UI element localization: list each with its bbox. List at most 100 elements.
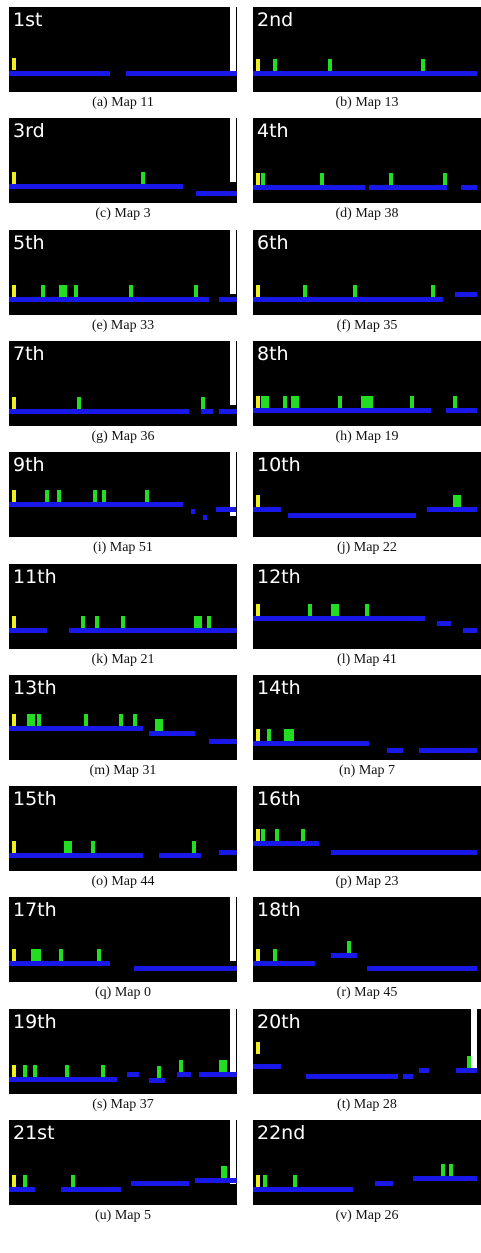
pipe — [194, 616, 202, 628]
rank-label: 13th — [13, 676, 57, 700]
pipe — [273, 949, 277, 961]
pipe — [431, 285, 435, 297]
rank-label: 7th — [13, 342, 45, 366]
pipe — [129, 285, 133, 297]
level-panel: 21st — [9, 1120, 237, 1205]
platform — [219, 297, 237, 302]
rank-label: 3rd — [13, 119, 45, 143]
caption: (m) Map 31 — [9, 763, 237, 779]
rank-label: 12th — [257, 565, 301, 589]
platform — [196, 191, 237, 196]
platform — [9, 726, 143, 731]
level-panel: 9th — [9, 452, 237, 537]
pipe — [443, 173, 447, 185]
pipe — [41, 285, 45, 297]
pipe — [303, 285, 307, 297]
caption: (n) Map 7 — [253, 763, 481, 779]
platform — [127, 1072, 139, 1077]
pipe — [338, 396, 342, 408]
caption: (t) Map 28 — [253, 1097, 481, 1113]
agent — [12, 949, 16, 961]
agent — [12, 397, 16, 409]
level-panel: 20th — [253, 1009, 481, 1094]
pipe — [155, 719, 163, 731]
pipe — [81, 616, 85, 628]
pipe — [219, 1060, 227, 1072]
agent — [256, 829, 260, 841]
agent — [256, 729, 260, 741]
pipe — [261, 829, 265, 841]
pipe — [33, 1065, 37, 1077]
pipe — [95, 616, 99, 628]
rank-label: 22nd — [257, 1121, 305, 1145]
platform — [9, 71, 110, 76]
pipe — [283, 396, 287, 408]
pipe — [320, 173, 324, 185]
platform — [216, 507, 236, 512]
level-panel: 16th — [253, 786, 481, 871]
platform — [253, 1064, 281, 1069]
level-panel: 17th — [9, 897, 237, 982]
pipe — [119, 714, 123, 726]
caption: (l) Map 41 — [253, 652, 481, 668]
caption: (v) Map 26 — [253, 1208, 481, 1224]
caption: (o) Map 44 — [9, 874, 237, 890]
platform — [253, 841, 319, 846]
rank-label: 1st — [13, 8, 42, 32]
rank-label: 8th — [257, 342, 289, 366]
platform — [9, 502, 183, 507]
level-panel: 13th — [9, 675, 237, 760]
figure: 1st(a) Map 112nd(b) Map 133rd(c) Map 34t… — [0, 0, 481, 1253]
caption: (r) Map 45 — [253, 985, 481, 1001]
agent — [12, 616, 16, 628]
platform — [203, 515, 207, 520]
level-panel: 1st — [9, 7, 237, 92]
agent — [256, 495, 260, 507]
platform — [455, 292, 477, 297]
platform — [446, 408, 477, 413]
pipe — [331, 604, 339, 616]
platform — [419, 748, 477, 753]
pipe — [121, 616, 125, 628]
pipe — [449, 1164, 453, 1176]
platform — [219, 409, 237, 414]
platform — [9, 853, 143, 858]
platform — [201, 409, 213, 414]
caption: (h) Map 19 — [253, 429, 481, 445]
platform — [131, 1181, 189, 1186]
pipe — [273, 59, 277, 71]
level-panel: 7th — [9, 341, 237, 426]
level-panel: 19th — [9, 1009, 237, 1094]
platform — [9, 961, 110, 966]
platform — [61, 1187, 121, 1192]
platform — [199, 1072, 237, 1077]
rank-label: 2nd — [257, 8, 293, 32]
caption: (j) Map 22 — [253, 540, 481, 556]
platform — [191, 509, 195, 514]
pipe — [267, 729, 271, 741]
goal-bar — [230, 452, 236, 516]
pipe — [77, 397, 81, 409]
agent — [12, 285, 16, 297]
goal-bar — [471, 1009, 477, 1073]
platform — [375, 1181, 393, 1186]
goal-bar — [230, 230, 236, 294]
pipe — [59, 285, 67, 297]
pipe — [59, 949, 63, 961]
pipe — [102, 490, 106, 502]
pipe — [347, 941, 351, 953]
pipe — [74, 285, 78, 297]
agent — [256, 1042, 260, 1054]
agent — [12, 714, 16, 726]
platform — [253, 507, 281, 512]
pipe — [141, 172, 145, 184]
caption: (i) Map 51 — [9, 540, 237, 556]
pipe — [361, 396, 373, 408]
platform — [253, 741, 369, 746]
pipe — [27, 714, 35, 726]
platform — [331, 953, 357, 958]
goal-bar — [230, 341, 236, 405]
caption: (e) Map 33 — [9, 318, 237, 334]
pipe — [65, 1065, 69, 1077]
platform — [253, 961, 315, 966]
